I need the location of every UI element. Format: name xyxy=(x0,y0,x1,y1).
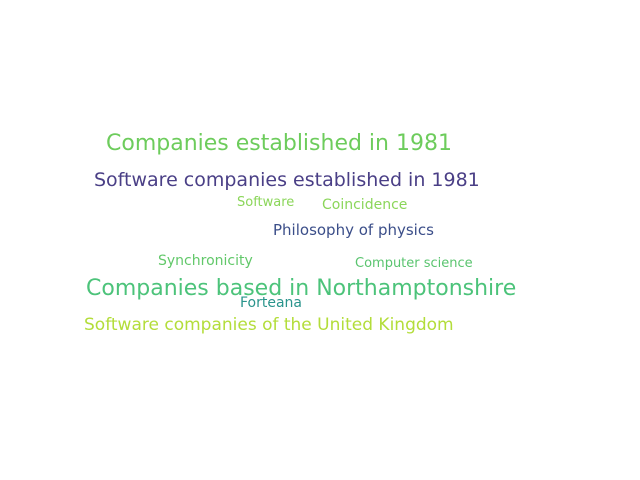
word-synchronicity: Synchronicity xyxy=(158,253,253,269)
word-companies-based-northamptonshire: Companies based in Northamptonshire xyxy=(86,276,517,301)
word-computer-science: Computer science xyxy=(355,256,473,271)
word-philosophy-of-physics: Philosophy of physics xyxy=(273,221,434,239)
word-forteana: Forteana xyxy=(240,295,303,311)
word-software: Software xyxy=(237,195,295,210)
word-software-companies-uk: Software companies of the United Kingdom xyxy=(84,315,454,335)
word-coincidence: Coincidence xyxy=(322,197,408,213)
word-companies-established-1981: Companies established in 1981 xyxy=(106,131,452,156)
word-software-companies-established-1981: Software companies established in 1981 xyxy=(94,169,480,191)
